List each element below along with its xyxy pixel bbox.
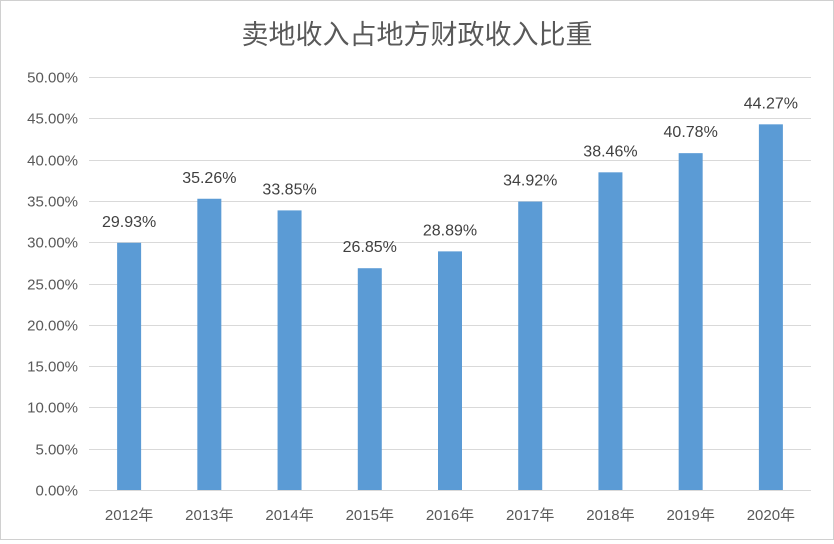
- data-label: 35.26%: [182, 170, 236, 187]
- y-tick-label: 40.00%: [27, 153, 78, 170]
- x-axis-ticks: 2012年 2013年 2014年 2015年 2016年 2017年 2018年 2019年…: [105, 507, 795, 524]
- x-tick-label: 2014年: [265, 507, 313, 524]
- data-labels: 29.93% 35.26% 33.85% 26.85% 28.89% 34.92% 38.4…: [102, 95, 798, 256]
- y-tick-label: 10.00%: [27, 400, 78, 417]
- y-tick-label: 45.00%: [27, 111, 78, 128]
- y-tick-label: 30.00%: [27, 235, 78, 252]
- bar: [758, 124, 783, 490]
- data-label: 38.46%: [583, 143, 637, 160]
- bars: [117, 124, 783, 491]
- bar: [277, 210, 302, 491]
- y-tick-label: 25.00%: [27, 277, 78, 294]
- y-tick-label: 50.00%: [27, 70, 78, 87]
- y-axis-ticks: 0.00% 5.00% 10.00% 15.00% 20.00% 25.00% 30.00%…: [27, 70, 78, 500]
- x-tick-label: 2020年: [747, 507, 795, 524]
- x-tick-label: 2017年: [506, 507, 554, 524]
- x-tick-label: 2013年: [185, 507, 233, 524]
- chart-title: 卖地收入占地方财政收入比重: [242, 20, 593, 51]
- data-label: 33.85%: [262, 181, 316, 198]
- y-tick-label: 15.00%: [27, 359, 78, 376]
- x-tick-label: 2012年: [105, 507, 153, 524]
- data-label: 28.89%: [423, 222, 477, 239]
- y-tick-label: 20.00%: [27, 318, 78, 335]
- bar: [197, 198, 222, 491]
- bar: [438, 251, 462, 490]
- x-tick-label: 2016年: [426, 507, 474, 524]
- data-label: 29.93%: [102, 214, 156, 231]
- bar: [678, 153, 703, 490]
- x-tick-label: 2019年: [666, 507, 714, 524]
- bar: [117, 242, 142, 490]
- bar: [357, 268, 382, 490]
- y-tick-label: 5.00%: [35, 442, 78, 459]
- y-tick-label: 0.00%: [35, 483, 78, 500]
- x-tick-label: 2015年: [346, 507, 394, 524]
- y-tick-label: 35.00%: [27, 194, 78, 211]
- data-label: 40.78%: [664, 124, 718, 141]
- bar: [598, 172, 623, 490]
- x-tick-label: 2018年: [586, 507, 634, 524]
- data-label: 26.85%: [343, 239, 397, 256]
- data-label: 44.27%: [744, 95, 798, 112]
- data-label: 34.92%: [503, 173, 557, 190]
- bar: [518, 201, 543, 491]
